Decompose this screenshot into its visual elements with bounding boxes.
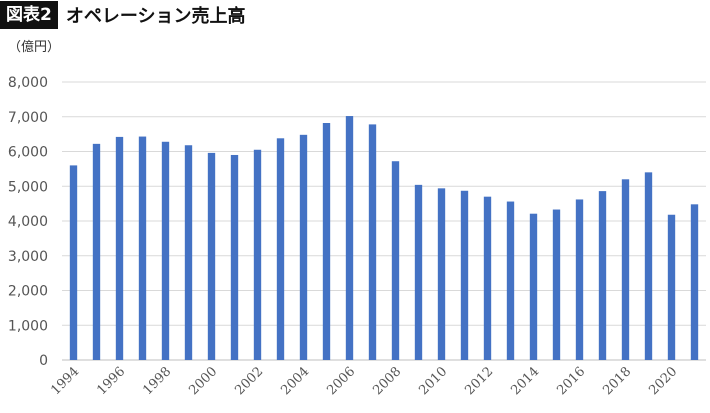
y-tick-label: 2,000 xyxy=(8,284,48,300)
bar-2010 xyxy=(437,188,446,360)
x-tick-label: 2010 xyxy=(416,364,450,398)
bar-2015 xyxy=(552,209,561,360)
bar-2000 xyxy=(207,152,216,360)
unit-label: （億円） xyxy=(8,40,61,55)
y-tick-label: 8,000 xyxy=(8,75,48,91)
bar-2008 xyxy=(391,161,400,360)
x-tick-label: 2020 xyxy=(646,364,680,398)
chart-title: オペレーション売上高 xyxy=(65,6,246,27)
x-tick-label: 2018 xyxy=(600,364,634,398)
x-tick-label: 2014 xyxy=(508,364,542,398)
bar-2013 xyxy=(506,201,515,360)
figure-header: 図表2 オペレーション売上高 xyxy=(0,0,245,30)
bar-2002 xyxy=(253,149,262,360)
y-tick-label: 6,000 xyxy=(8,145,48,161)
bar-2001 xyxy=(230,154,239,360)
x-tick-label: 2012 xyxy=(462,364,496,398)
y-tick-label: 0 xyxy=(39,353,48,369)
y-tick-label: 4,000 xyxy=(8,214,48,230)
y-tick-label: 5,000 xyxy=(8,179,48,195)
bar-2012 xyxy=(483,196,492,360)
x-tick-label: 1998 xyxy=(140,364,174,398)
x-tick-label: 2002 xyxy=(232,364,266,398)
y-tick-label: 3,000 xyxy=(8,249,48,265)
bar-1995 xyxy=(92,143,101,360)
x-tick-label: 2016 xyxy=(554,364,588,398)
x-tick-label: 2000 xyxy=(186,364,220,398)
bar-2006 xyxy=(345,116,354,361)
bar-2007 xyxy=(368,124,377,361)
x-tick-label: 2004 xyxy=(278,364,312,398)
x-tick-label: 1994 xyxy=(48,364,82,398)
y-tick-label: 7,000 xyxy=(8,110,48,126)
bar-2020 xyxy=(667,214,676,360)
x-tick-label: 1996 xyxy=(94,364,128,398)
bar-1999 xyxy=(184,145,193,360)
figure-badge: 図表2 xyxy=(0,1,58,29)
bar-2014 xyxy=(529,213,538,360)
bar-1998 xyxy=(161,141,170,360)
bar-2003 xyxy=(276,138,285,360)
bar-2004 xyxy=(299,134,308,360)
bar-2009 xyxy=(414,184,423,360)
bar-1994 xyxy=(69,165,78,360)
y-tick-label: 1,000 xyxy=(8,318,48,334)
x-tick-label: 2006 xyxy=(324,364,358,398)
bar-2017 xyxy=(598,191,607,360)
bar-1997 xyxy=(138,136,147,360)
bar-2016 xyxy=(575,199,584,360)
x-tick-label: 2008 xyxy=(370,364,404,398)
bar-1996 xyxy=(115,136,124,360)
bar-2005 xyxy=(322,123,331,360)
bar-2011 xyxy=(460,190,469,360)
bar-2018 xyxy=(621,179,630,360)
bar-2021 xyxy=(690,204,699,360)
bar-2019 xyxy=(644,172,653,360)
